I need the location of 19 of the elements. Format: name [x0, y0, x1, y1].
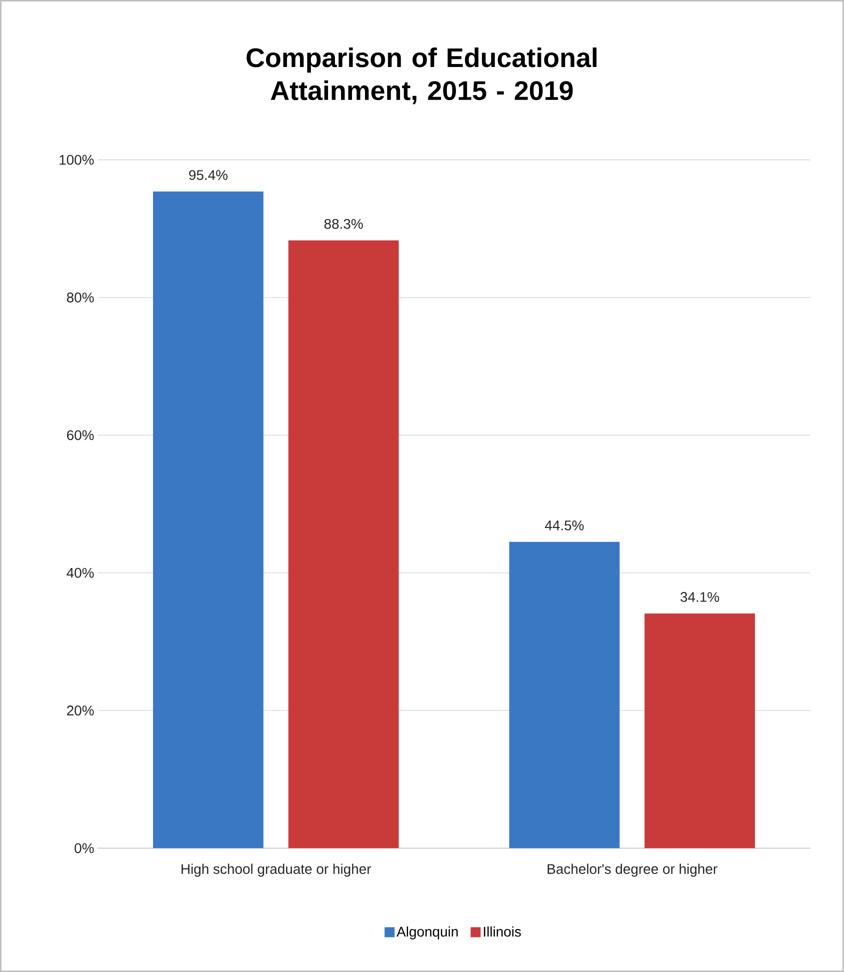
y-tick-label: 100%: [60, 154, 94, 165]
y-tick-label: 0%: [74, 843, 94, 854]
legend-label: Algonquin: [396, 926, 458, 940]
data-label: 44.5%: [544, 520, 584, 530]
chart-title: Comparison of Educational Attainment, 2015 - 2019: [246, 47, 597, 104]
bar: [153, 191, 264, 848]
legend-label: Illinois: [484, 926, 521, 937]
data-label: 34.1%: [680, 592, 720, 602]
y-tick-label: 40%: [66, 568, 94, 578]
y-tick-label: 80%: [66, 292, 94, 302]
bar: [288, 240, 399, 848]
data-label: 88.3%: [324, 218, 363, 229]
x-tick-label: Bachelor's degree or higher: [548, 864, 718, 877]
y-tick-label: 20%: [67, 706, 94, 716]
data-label: 95.4%: [189, 170, 228, 180]
x-tick-label: High school graduate or higher: [182, 864, 372, 877]
bar: [644, 613, 755, 848]
bar: [509, 542, 620, 848]
y-tick-label: 60%: [67, 430, 94, 440]
